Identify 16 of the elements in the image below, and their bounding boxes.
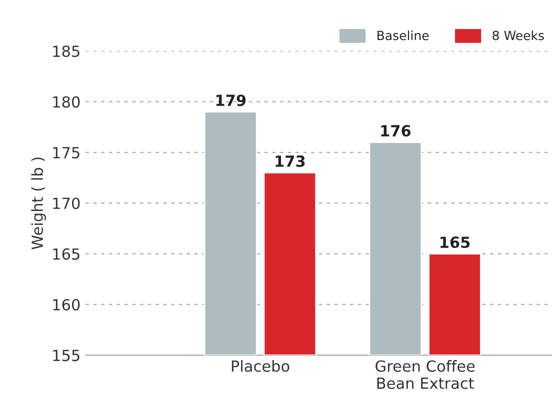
legend-label: Baseline bbox=[378, 30, 429, 40]
data-label: 179 bbox=[216, 94, 246, 106]
y-tick-label: 155 bbox=[53, 350, 80, 362]
y-tick-label: 160 bbox=[53, 298, 80, 311]
data-label: 173 bbox=[276, 155, 305, 167]
legend-label: 8 Weeks bbox=[492, 30, 544, 40]
data-label: 165 bbox=[440, 236, 470, 248]
y-tick-label: 170 bbox=[53, 198, 80, 210]
x-tick-label: Green Coffee Bean Extract bbox=[376, 360, 475, 389]
y-axis-title: Weight ( lb ) bbox=[31, 158, 46, 250]
y-tick-label: 185 bbox=[53, 45, 80, 58]
data-label: 176 bbox=[381, 124, 411, 137]
x-tick-label: Placebo bbox=[232, 360, 290, 372]
y-tick-label: 165 bbox=[53, 248, 80, 260]
y-tick-label: 180 bbox=[53, 96, 80, 108]
y-tick-label: 175 bbox=[53, 147, 80, 158]
